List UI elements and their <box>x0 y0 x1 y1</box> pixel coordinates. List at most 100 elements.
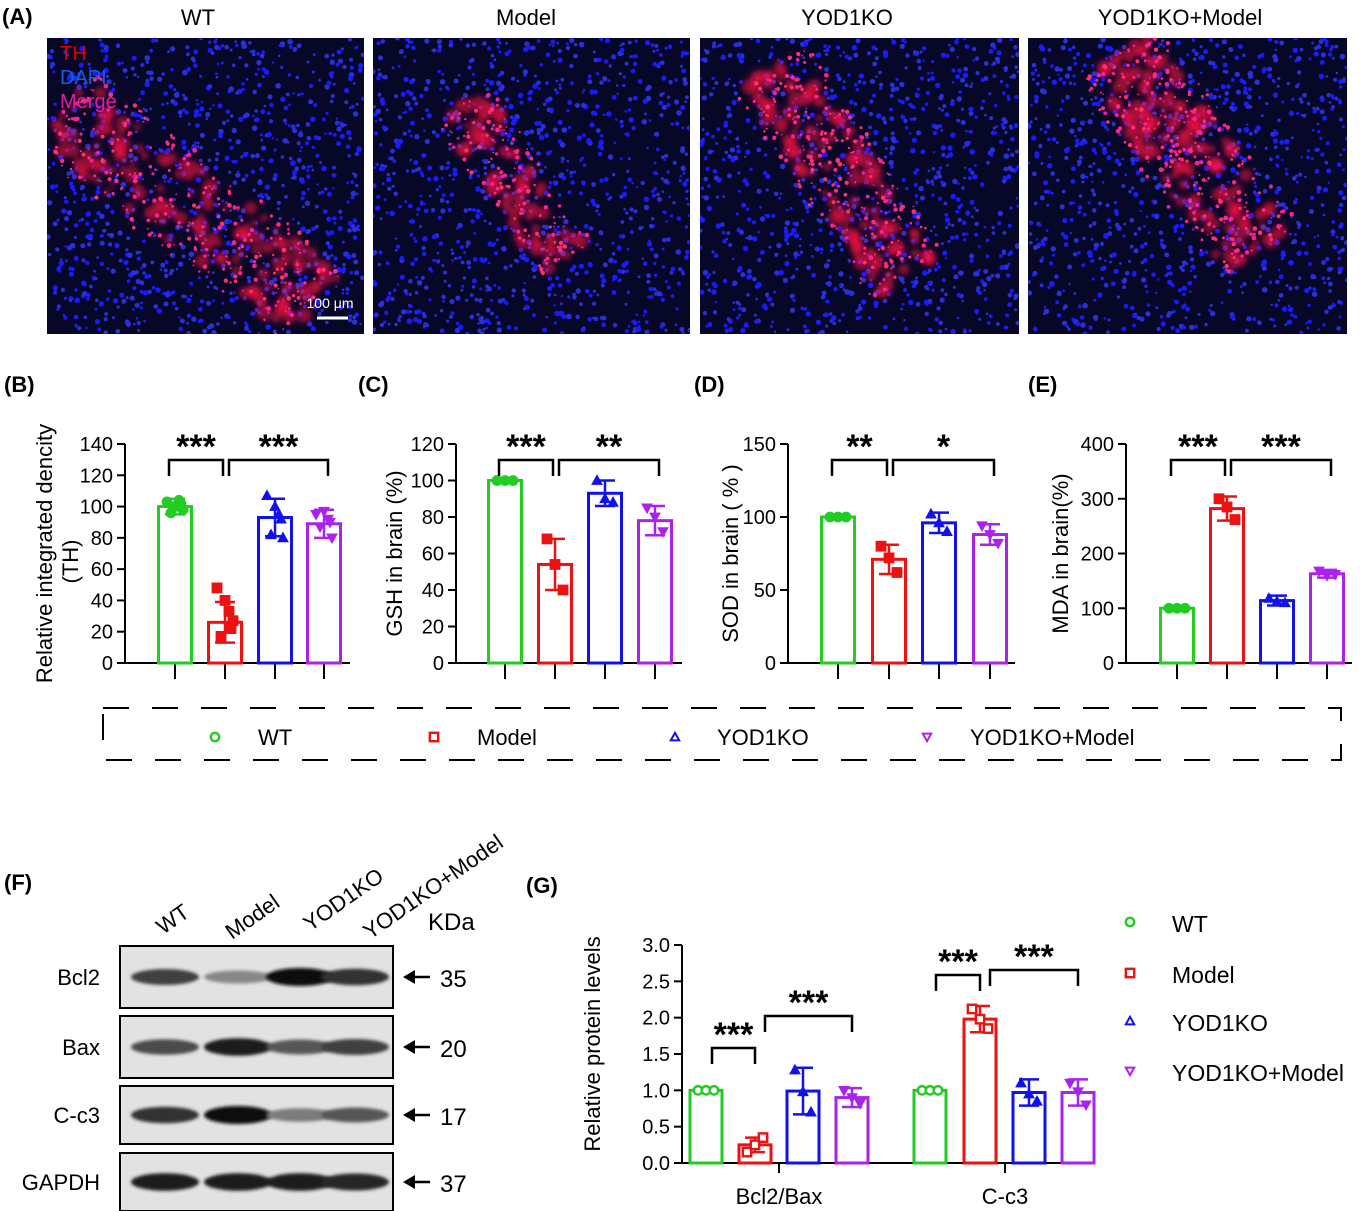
y-tick-label: 40 <box>91 590 113 612</box>
significance-bracket <box>497 458 555 476</box>
data-point <box>875 540 887 552</box>
data-point <box>891 567 903 578</box>
bar-yod1ko <box>587 491 623 665</box>
y-tick-label: 100 <box>1081 598 1114 620</box>
y-tick-label: 80 <box>422 507 444 529</box>
blot-band <box>131 1106 199 1124</box>
panel-label-e: (E) <box>1028 372 1057 397</box>
blot-band <box>131 1173 199 1191</box>
legend-label: Model <box>1172 962 1235 988</box>
data-point <box>854 1099 866 1110</box>
data-point <box>992 538 1004 550</box>
y-tick-label: 0 <box>102 653 113 675</box>
data-point <box>789 1063 801 1075</box>
legend-marker-triangle-down <box>1124 1066 1136 1078</box>
y-tick-label: 140 <box>80 434 113 456</box>
significance-label: *** <box>259 428 299 466</box>
data-point <box>318 506 330 518</box>
legend-frame <box>102 707 1342 761</box>
data-point <box>219 595 231 606</box>
data-point <box>797 1085 809 1097</box>
chart-b-th-density: 0 20 40 60 80 100 120 140 Relative integrated de… <box>32 424 350 683</box>
micrograph-yod1ko <box>700 38 1019 334</box>
data-point <box>1271 595 1283 607</box>
significance-bracket <box>891 458 996 476</box>
data-point <box>1221 501 1233 513</box>
y-tick-label: 50 <box>754 580 776 602</box>
bar-yod1ko-model <box>637 519 673 665</box>
legend-marker-triangle-down <box>921 732 933 744</box>
significance-bracket <box>1229 458 1333 476</box>
legend-label: Model <box>477 725 537 750</box>
panel-label-c: (C) <box>358 372 389 397</box>
legend-marker-triangle <box>1124 1014 1136 1026</box>
y-tick-label: 0 <box>433 653 444 675</box>
significance-label: *** <box>714 1016 754 1054</box>
data-point <box>591 474 603 485</box>
data-point <box>840 511 852 523</box>
data-point <box>1229 514 1241 525</box>
blot-label: GAPDH <box>22 1170 100 1195</box>
data-point <box>838 1085 850 1097</box>
data-point <box>657 527 669 538</box>
bar-wt <box>688 1088 724 1165</box>
significance-bracket <box>710 1046 757 1064</box>
data-point <box>265 528 277 540</box>
data-point <box>1321 571 1333 582</box>
data-point <box>599 492 611 504</box>
significance-bracket <box>227 458 330 476</box>
significance-label: * <box>937 428 951 466</box>
significance-label: *** <box>938 943 978 981</box>
micrograph-title-model: Model <box>496 5 556 30</box>
data-point <box>277 531 289 543</box>
blot-arrow-head <box>403 1175 415 1189</box>
data-point <box>757 1132 769 1143</box>
panel-label-a: (A) <box>2 4 33 29</box>
data-point <box>165 507 177 519</box>
legend-marker-square <box>1124 967 1136 979</box>
data-point <box>1064 1078 1076 1090</box>
y-axis-label: Relative integrated dencity <box>32 424 57 683</box>
y-tick-label: 200 <box>1081 544 1114 566</box>
y-axis-label-unit: (TH) <box>58 540 83 584</box>
y-axis-label: GSH in brain (%) <box>382 470 407 636</box>
y-tick-label: 300 <box>1081 489 1114 511</box>
bar-model <box>1209 507 1245 665</box>
data-point <box>557 584 569 596</box>
panel-label-d: (D) <box>694 372 725 397</box>
blot-band <box>266 1039 334 1055</box>
y-tick-label: 1.5 <box>642 1044 670 1066</box>
y-tick-label: 20 <box>422 617 444 639</box>
data-point <box>1279 596 1291 608</box>
blot-band <box>204 970 272 984</box>
significance-bracket <box>557 458 661 476</box>
blot-band <box>204 1106 272 1124</box>
y-tick-label: 0 <box>765 653 776 675</box>
data-point <box>805 1105 817 1117</box>
bar-wt <box>820 515 856 665</box>
micrograph-title-yod1ko: YOD1KO <box>801 5 893 30</box>
blot-band <box>131 969 199 985</box>
lane-label: Model <box>221 889 284 944</box>
stain-label-th: TH <box>60 43 87 65</box>
chart-g-protein-levels: 0.0 0.5 1.0 1.5 2.0 2.5 3.0 Relative protein le… <box>580 935 1096 1209</box>
data-point <box>1213 493 1225 505</box>
micrograph-title-yod1ko-model: YOD1KO+Model <box>1098 5 1262 30</box>
bar-wt <box>487 479 523 665</box>
blot-arrow-head <box>403 970 415 984</box>
y-tick-label: 80 <box>91 528 113 550</box>
significance-label: *** <box>506 428 546 466</box>
lane-label: WT <box>152 899 194 939</box>
legend-label: WT <box>1172 911 1208 937</box>
data-point <box>649 512 661 524</box>
blot-band <box>321 1107 389 1123</box>
data-point <box>933 516 945 528</box>
y-axis-label: Relative protein levels <box>580 936 605 1151</box>
panel-label-f: (F) <box>4 870 32 895</box>
significance-bracket <box>1169 458 1227 476</box>
y-tick-label: 0.0 <box>642 1153 670 1175</box>
legend-marker-square <box>428 731 440 743</box>
data-point <box>1023 1087 1035 1099</box>
